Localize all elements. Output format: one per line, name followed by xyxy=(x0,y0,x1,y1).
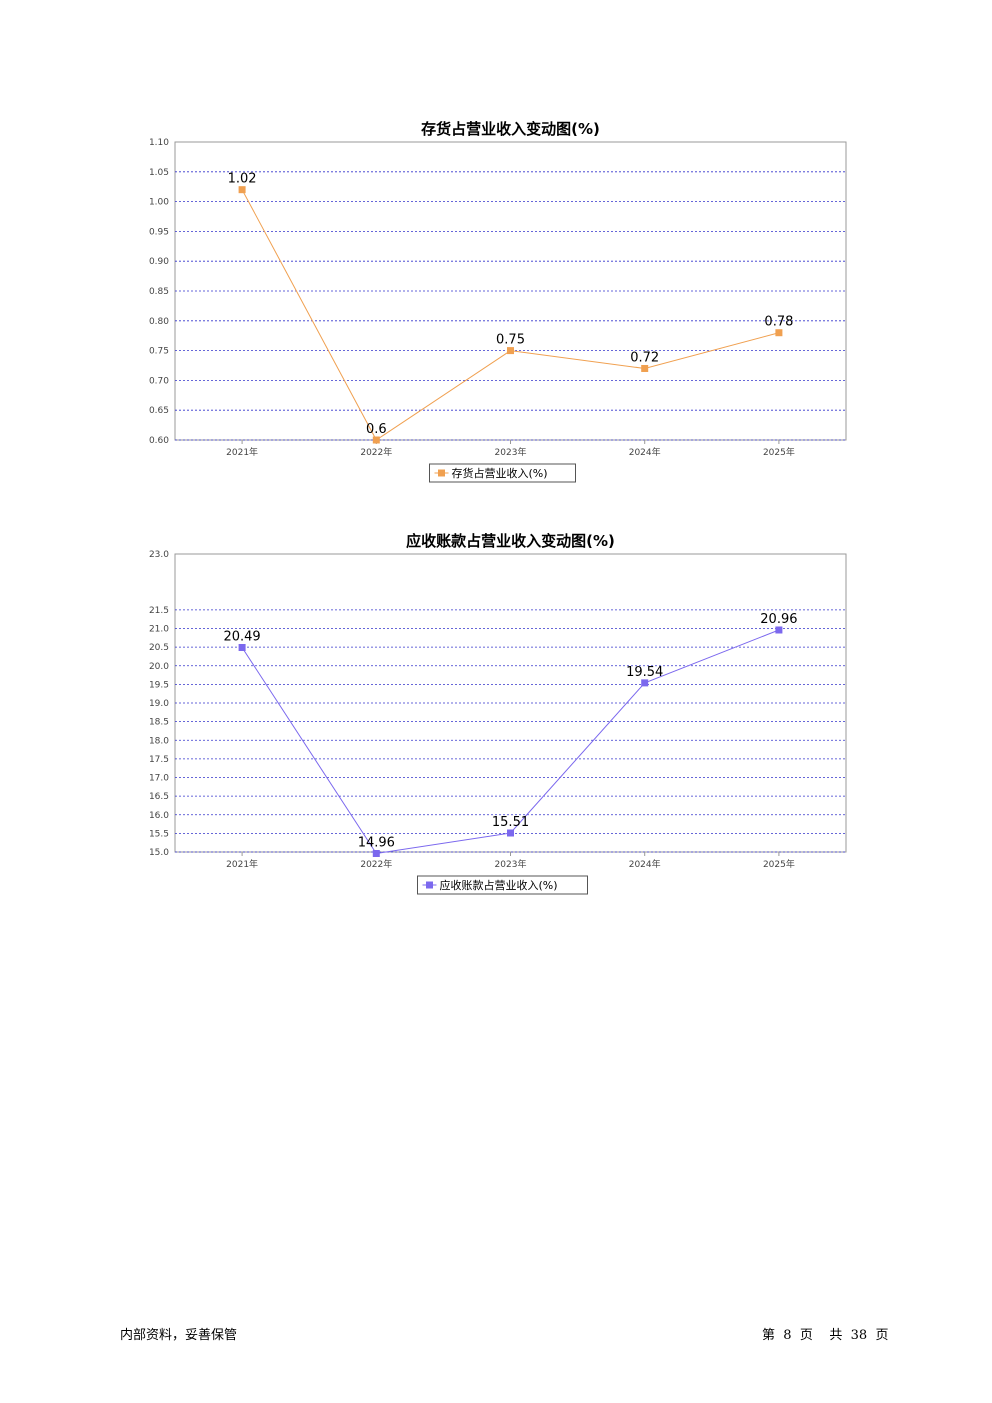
data-label: 14.96 xyxy=(358,835,395,850)
footer-confidential-note: 内部资料，妥善保管 xyxy=(120,1328,238,1343)
footer-page-number: 第 8 页 共 38 页 xyxy=(762,1324,888,1343)
plot-area xyxy=(174,141,847,441)
y-tick-label: 19.5 xyxy=(149,680,169,690)
data-point xyxy=(238,643,246,651)
data-label: 0.75 xyxy=(496,333,525,348)
y-tick-label: 1.10 xyxy=(149,138,169,148)
x-tick-label: 2021年 xyxy=(226,858,258,870)
y-tick-label: 0.70 xyxy=(149,376,169,386)
x-tick-label: 2025年 xyxy=(763,446,795,458)
footer-total-prefix: 共 xyxy=(829,1328,843,1343)
data-label: 0.72 xyxy=(630,350,659,365)
inventory-chart: 存货占营业收入变动图(%) 0.60 0.65 0.70 0.75 0.80 0.85 0.9… xyxy=(0,110,992,490)
y-tick-label: 1.00 xyxy=(149,198,169,208)
x-tick-label: 2024年 xyxy=(629,446,661,458)
legend-box xyxy=(417,875,588,895)
data-point xyxy=(507,829,514,837)
data-point xyxy=(372,436,380,444)
y-tick-label: 1.05 xyxy=(149,168,169,178)
data-point xyxy=(238,186,246,194)
y-tick-label: 0.75 xyxy=(149,347,169,357)
data-point xyxy=(372,849,380,857)
y-tick-label: 0.90 xyxy=(149,257,169,267)
data-label: 20.96 xyxy=(760,612,797,627)
data-label: 20.49 xyxy=(223,629,260,644)
y-tick-label: 0.85 xyxy=(149,287,169,297)
x-tick-label: 2023年 xyxy=(495,858,527,870)
chart-title: 应收账款占营业收入变动图(%) xyxy=(406,532,615,550)
y-tick-label: 21.0 xyxy=(149,625,169,635)
footer-total: 38 xyxy=(850,1328,868,1343)
receivables-chart: 应收账款占营业收入变动图(%) 15.0 15.5 16.0 16.5 17.0 17.5 1… xyxy=(0,522,992,902)
y-tick-label: 18.0 xyxy=(149,736,169,746)
legend-label: 应收账款占营业收入(%) xyxy=(440,878,558,892)
inventory-chart-svg: 存货占营业收入变动图(%) 0.60 0.65 0.70 0.75 0.80 0.85 0.9… xyxy=(149,120,847,483)
y-tick-label: 0.95 xyxy=(149,227,169,237)
x-tick-label: 2021年 xyxy=(226,446,258,458)
footer-page-prefix: 第 xyxy=(762,1328,776,1343)
x-tick-label: 2024年 xyxy=(629,858,661,870)
plot-area xyxy=(174,553,847,853)
data-point xyxy=(641,679,649,687)
legend-label: 存货占营业收入(%) xyxy=(452,466,548,480)
y-tick-label: 15.0 xyxy=(149,848,169,858)
data-point xyxy=(507,347,514,355)
footer-total-unit: 页 xyxy=(875,1328,889,1343)
chart-title: 存货占营业收入变动图(%) xyxy=(421,120,600,138)
footer-page: 8 xyxy=(783,1328,792,1343)
legend-marker xyxy=(426,881,433,889)
x-tick-label: 2023年 xyxy=(495,446,527,458)
data-point xyxy=(641,364,649,372)
y-tick-label: 0.60 xyxy=(149,436,169,446)
data-label: 0.6 xyxy=(366,422,387,437)
x-tick-label: 2025年 xyxy=(763,858,795,870)
data-label: 1.02 xyxy=(228,172,257,187)
data-label: 0.78 xyxy=(764,315,793,330)
y-tick-label: 23.0 xyxy=(149,550,169,560)
x-tick-label: 2022年 xyxy=(360,858,392,870)
y-tick-label: 19.0 xyxy=(149,699,169,709)
data-point xyxy=(775,626,783,634)
legend-box xyxy=(429,463,576,483)
y-tick-label: 21.5 xyxy=(149,606,169,616)
y-tick-label: 16.0 xyxy=(149,811,169,821)
y-tick-label: 0.80 xyxy=(149,317,169,327)
receivables-chart-svg: 应收账款占营业收入变动图(%) 15.0 15.5 16.0 16.5 17.0 17.5 1… xyxy=(149,532,847,895)
data-point xyxy=(775,329,783,337)
y-tick-label: 20.5 xyxy=(149,643,169,653)
y-tick-label: 15.5 xyxy=(149,829,169,839)
y-tick-label: 16.5 xyxy=(149,792,169,802)
x-tick-label: 2022年 xyxy=(360,446,392,458)
y-tick-label: 18.5 xyxy=(149,718,169,728)
y-tick-label: 20.0 xyxy=(149,662,169,672)
data-label: 19.54 xyxy=(626,665,663,680)
legend-marker xyxy=(438,469,445,477)
y-tick-label: 17.5 xyxy=(149,755,169,765)
footer-page-unit: 页 xyxy=(799,1328,813,1343)
y-tick-label: 0.65 xyxy=(149,406,169,416)
data-label: 15.51 xyxy=(492,815,529,830)
y-tick-label: 17.0 xyxy=(149,774,169,784)
